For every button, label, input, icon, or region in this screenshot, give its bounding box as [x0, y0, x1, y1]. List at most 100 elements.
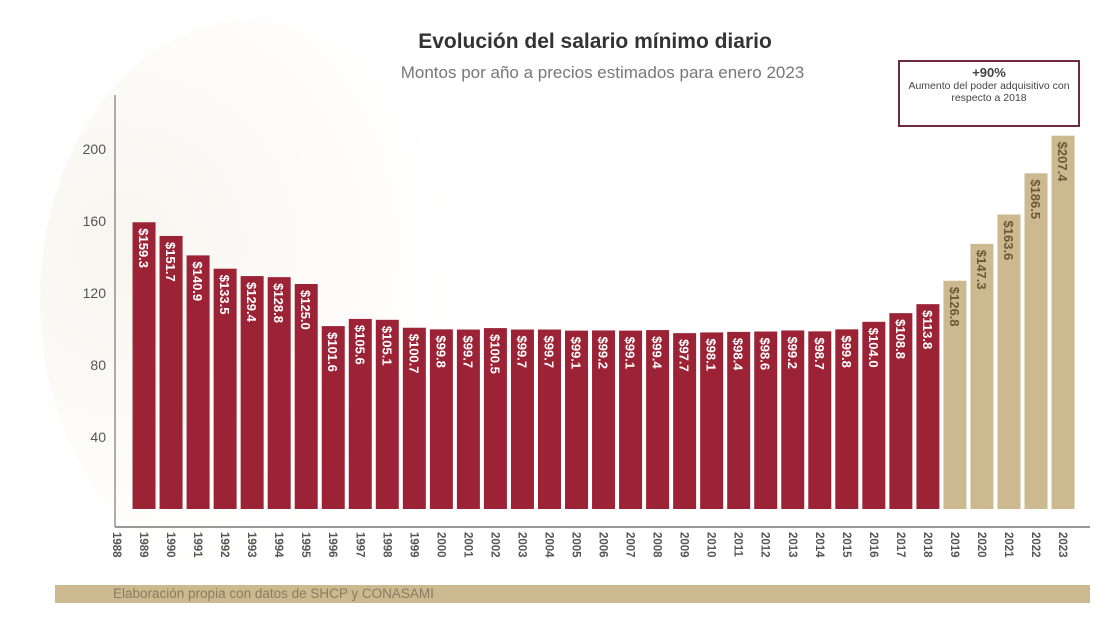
x-tick-label: 2014 [813, 532, 825, 558]
x-tick-label: 1999 [407, 532, 419, 558]
data-label: $100.5 [487, 334, 502, 374]
x-tick-label: 2016 [867, 532, 879, 558]
data-label: $98.7 [812, 337, 827, 370]
y-tick-label: 80 [90, 357, 106, 373]
data-label: $147.3 [974, 250, 989, 290]
x-tick-label: 2001 [461, 532, 473, 558]
x-tick-label: 1988 [110, 532, 122, 558]
bar-2003 [510, 329, 534, 509]
data-label: $99.8 [433, 335, 448, 368]
bar-1995 [294, 284, 318, 509]
data-label: $108.8 [893, 319, 908, 359]
y-tick-label: 40 [90, 429, 106, 445]
data-label: $97.7 [677, 339, 692, 372]
bar-2020 [970, 243, 994, 510]
data-label: $113.8 [920, 310, 935, 349]
bar-2011 [727, 331, 751, 509]
data-label: $133.5 [217, 275, 232, 315]
bar-2001 [456, 329, 480, 509]
bar-2002 [483, 328, 507, 509]
x-tick-label: 2018 [921, 532, 933, 558]
x-tick-label: 1997 [353, 532, 365, 558]
x-tick-label: 2002 [488, 532, 500, 558]
source-footer: Elaboración propia con datos de SHCP y C… [55, 585, 1090, 603]
bar-2014 [808, 331, 832, 509]
bar-2008 [646, 330, 670, 509]
bar-2007 [619, 330, 643, 509]
x-tick-label: 2022 [1029, 532, 1041, 558]
data-label: $105.1 [379, 326, 394, 366]
data-label: $99.7 [460, 336, 475, 369]
x-tick-label: 2012 [759, 532, 771, 558]
y-tick-label: 160 [83, 213, 107, 229]
data-label: $99.2 [596, 336, 611, 369]
x-tick-label: 2009 [678, 532, 690, 558]
data-label: $99.7 [514, 336, 529, 369]
x-tick-label: 2017 [894, 532, 906, 558]
bar-2013 [781, 330, 805, 509]
bar-2018 [916, 304, 940, 509]
x-tick-label: 2007 [624, 532, 636, 558]
bar-2022 [1024, 173, 1048, 510]
bar-2019 [943, 280, 967, 509]
x-tick-label: 2021 [1002, 532, 1014, 558]
bar-1991 [186, 255, 210, 509]
x-tick-label: 1990 [164, 532, 176, 558]
data-label: $140.9 [190, 261, 205, 301]
annotation-box: +90% Aumento del poder adquisitivo con r… [898, 60, 1080, 127]
data-label: $100.7 [406, 334, 421, 374]
annotation-text: Aumento del poder adquisitivo con respec… [908, 80, 1070, 104]
x-tick-label: 2003 [515, 532, 527, 558]
x-tick-label: 2000 [434, 532, 446, 558]
x-tick-label: 2006 [597, 532, 609, 558]
data-label: $159.3 [136, 228, 151, 268]
x-tick-label: 2005 [570, 532, 582, 558]
bar-1999 [402, 327, 426, 509]
data-label: $99.8 [839, 335, 854, 368]
data-label: $99.7 [541, 336, 556, 369]
bar-1990 [159, 235, 183, 509]
bar-2015 [835, 329, 859, 509]
bar-2023 [1051, 135, 1075, 509]
data-label: $99.2 [785, 336, 800, 369]
bar-2006 [592, 330, 616, 509]
chart-subtitle: Montos por año a precios estimados para … [400, 63, 805, 82]
data-label: $163.6 [1001, 221, 1016, 261]
x-tick-label: 1998 [380, 532, 392, 558]
x-tick-label: 1995 [299, 532, 311, 558]
x-tick-label: 1991 [191, 532, 203, 558]
data-label: $101.6 [325, 332, 340, 372]
y-tick-label: 200 [83, 141, 107, 157]
x-tick-label: 2011 [732, 532, 744, 558]
bar-2005 [565, 330, 589, 509]
bar-1998 [375, 319, 399, 509]
x-tick-label: 1994 [272, 532, 284, 558]
data-label: $105.6 [352, 325, 367, 365]
bar-1997 [348, 318, 372, 509]
data-label: $125.0 [298, 290, 313, 330]
bar-2000 [429, 329, 453, 509]
bar-2010 [700, 332, 724, 509]
x-tick-label: 2013 [786, 532, 798, 558]
y-tick-label: 120 [83, 285, 107, 301]
bar-1992 [213, 268, 237, 509]
x-tick-label: 2020 [975, 532, 987, 558]
data-label: $99.4 [650, 336, 665, 369]
x-tick-label: 2015 [840, 532, 852, 558]
bar-2009 [673, 333, 697, 509]
bar-1993 [240, 276, 264, 509]
x-tick-label: 1989 [137, 532, 149, 558]
bar-2017 [889, 313, 913, 509]
annotation-headline: +90% [972, 65, 1006, 80]
data-label: $98.6 [758, 338, 773, 371]
x-tick-label: 1993 [245, 532, 257, 558]
x-tick-label: 1992 [218, 532, 230, 558]
bar-1989 [132, 222, 156, 509]
data-label: $126.8 [947, 287, 962, 327]
data-label: $98.1 [704, 338, 719, 371]
bar-2021 [997, 214, 1021, 509]
bar-1996 [321, 326, 345, 509]
source-text: Elaboración propia con datos de SHCP y C… [113, 586, 434, 601]
x-tick-label: 2004 [542, 532, 554, 558]
